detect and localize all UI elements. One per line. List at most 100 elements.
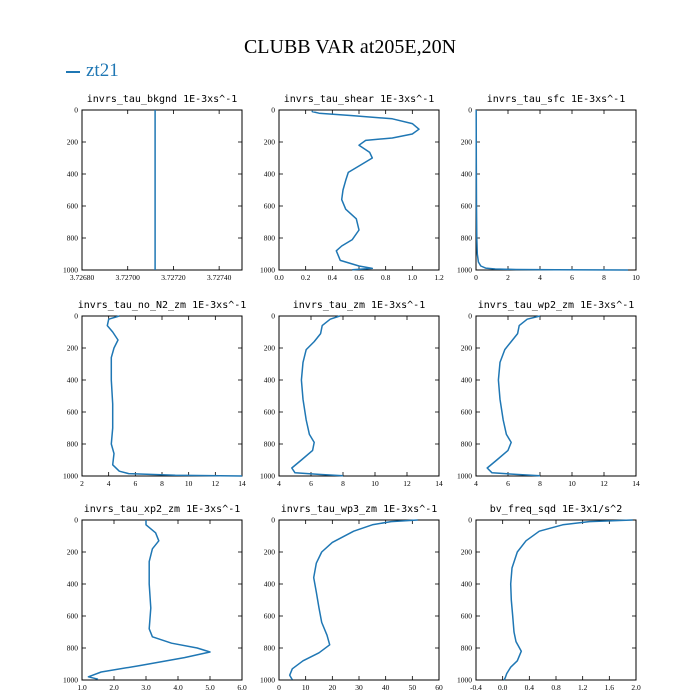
y-tick-label: 1000 xyxy=(63,266,78,275)
plot-frame xyxy=(278,519,440,681)
y-tick-label: 400 xyxy=(264,580,276,589)
x-tick-label: 3.72700 xyxy=(116,273,141,282)
x-tick-label: 0.6 xyxy=(354,273,364,282)
y-tick-label: 800 xyxy=(67,234,79,243)
plot-frame xyxy=(475,315,637,477)
x-tick-label: 1.2 xyxy=(434,273,444,282)
page-title: CLUBB VAR at205E,20N xyxy=(243,36,457,58)
series-line xyxy=(486,315,541,477)
y-tick-label: 600 xyxy=(67,612,79,621)
y-tick-label: 200 xyxy=(461,548,473,557)
x-tick-label: 1.2 xyxy=(578,683,588,692)
series-line xyxy=(291,315,344,477)
x-tick-label: 60 xyxy=(435,683,443,692)
plot-title: invrs_tau_shear 1E-3xs^-1 xyxy=(284,94,435,105)
series-line xyxy=(106,315,243,477)
plot-title: invrs_tau_xp2_zm 1E-3xs^-1 xyxy=(84,504,241,515)
x-tick-label: 2.0 xyxy=(109,683,119,692)
x-tick-label: 4 xyxy=(538,273,542,282)
plot-frame xyxy=(475,109,637,271)
y-tick-label: 1000 xyxy=(260,266,275,275)
y-tick-label: 600 xyxy=(461,202,473,211)
y-tick-label: 800 xyxy=(264,234,276,243)
y-tick-label: 800 xyxy=(67,644,79,653)
y-tick-label: 400 xyxy=(264,170,276,179)
y-tick-label: 400 xyxy=(67,580,79,589)
y-tick-label: 400 xyxy=(67,376,79,385)
x-tick-label: 0 xyxy=(277,683,281,692)
x-tick-label: 0.2 xyxy=(301,273,311,282)
x-tick-label: 8 xyxy=(160,479,164,488)
y-tick-label: 400 xyxy=(67,170,79,179)
x-tick-label: 12 xyxy=(403,479,411,488)
x-tick-label: 4 xyxy=(107,479,111,488)
y-tick-label: 200 xyxy=(67,344,79,353)
x-tick-label: 10 xyxy=(568,479,576,488)
x-tick-label: 10 xyxy=(185,479,193,488)
x-tick-label: 10 xyxy=(302,683,310,692)
x-tick-label: 1.0 xyxy=(408,273,418,282)
y-tick-label: 800 xyxy=(264,644,276,653)
y-tick-label: 600 xyxy=(67,202,79,211)
x-tick-label: 5.0 xyxy=(205,683,215,692)
series-line xyxy=(503,519,633,681)
y-tick-label: 600 xyxy=(461,612,473,621)
x-tick-label: 8 xyxy=(341,479,345,488)
x-tick-label: 6 xyxy=(133,479,137,488)
x-tick-label: 1.0 xyxy=(77,683,87,692)
plot-frame xyxy=(278,109,440,271)
y-tick-label: 0 xyxy=(468,516,472,525)
x-tick-label: 14 xyxy=(435,479,443,488)
y-tick-label: 200 xyxy=(264,344,276,353)
y-tick-label: 600 xyxy=(264,612,276,621)
y-tick-label: 1000 xyxy=(457,472,472,481)
x-tick-label: 40 xyxy=(382,683,390,692)
plot-title: invrs_tau_wp2_zm 1E-3xs^-1 xyxy=(478,300,635,311)
y-tick-label: 400 xyxy=(264,376,276,385)
series-line xyxy=(288,519,418,681)
legend-label: zt21 xyxy=(86,60,119,81)
y-tick-label: 0 xyxy=(271,312,275,321)
y-tick-label: 0 xyxy=(74,312,78,321)
y-tick-label: 800 xyxy=(461,234,473,243)
y-tick-label: 1000 xyxy=(63,676,78,685)
x-tick-label: 3.72740 xyxy=(207,273,232,282)
x-tick-label: 0.4 xyxy=(328,273,338,282)
y-tick-label: 800 xyxy=(461,440,473,449)
y-tick-label: 800 xyxy=(264,440,276,449)
x-tick-label: 6 xyxy=(506,479,510,488)
x-tick-label: 8 xyxy=(602,273,606,282)
y-tick-label: 800 xyxy=(461,644,473,653)
plot-frame xyxy=(475,519,637,681)
y-tick-label: 400 xyxy=(461,580,473,589)
x-tick-label: 0.0 xyxy=(274,273,284,282)
legend-line-swatch xyxy=(66,70,80,73)
x-tick-label: 2 xyxy=(506,273,510,282)
x-tick-label: 30 xyxy=(355,683,363,692)
x-tick-label: 10 xyxy=(632,273,640,282)
y-tick-label: 600 xyxy=(264,408,276,417)
x-tick-label: 3.72680 xyxy=(70,273,95,282)
x-tick-label: 50 xyxy=(409,683,417,692)
y-tick-label: 600 xyxy=(264,202,276,211)
y-tick-label: 0 xyxy=(74,106,78,115)
y-tick-label: 200 xyxy=(461,344,473,353)
y-tick-label: 0 xyxy=(74,516,78,525)
y-tick-label: 600 xyxy=(461,408,473,417)
x-tick-label: 20 xyxy=(329,683,337,692)
x-tick-label: 6 xyxy=(309,479,313,488)
x-tick-label: 14 xyxy=(238,479,246,488)
plot-title: invrs_tau_bkgnd 1E-3xs^-1 xyxy=(87,94,238,105)
x-tick-label: 6.0 xyxy=(237,683,247,692)
x-tick-label: 10 xyxy=(371,479,379,488)
y-tick-label: 200 xyxy=(264,548,276,557)
y-tick-label: 200 xyxy=(67,548,79,557)
series-line xyxy=(475,109,629,271)
x-tick-label: 0.8 xyxy=(381,273,391,282)
x-tick-label: 12 xyxy=(212,479,220,488)
plot-title: invrs_tau_zm 1E-3xs^-1 xyxy=(293,300,425,311)
x-tick-label: -0.4 xyxy=(470,683,482,692)
x-tick-label: 6 xyxy=(570,273,574,282)
y-tick-label: 200 xyxy=(67,138,79,147)
